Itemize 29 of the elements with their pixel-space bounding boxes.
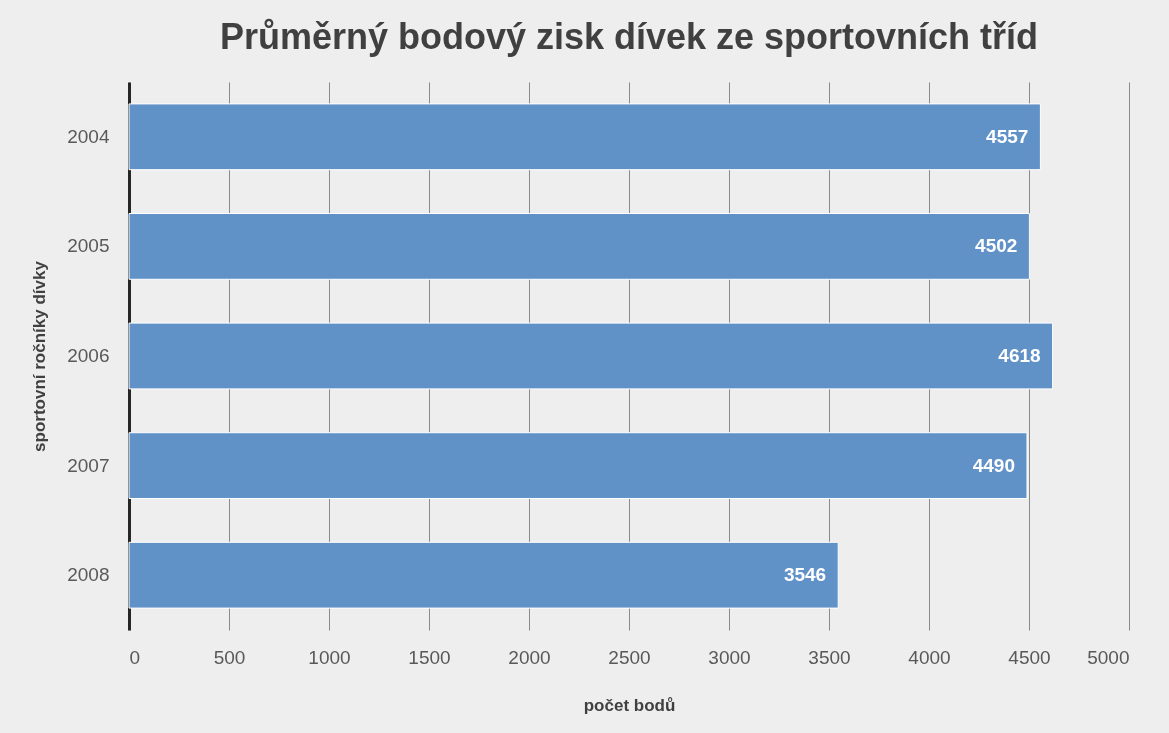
bar [128,322,1054,390]
data-label: 4557 [986,125,1029,147]
bar [128,213,1030,280]
x-tick-label: 4500 [1008,646,1051,668]
x-tick-label: 3500 [808,646,851,668]
data-label: 4618 [998,345,1041,366]
bar [128,541,839,609]
chart-title: Průměrný bodový zisk dívek ze sportovních tříd [219,16,1039,57]
y-tick-label: 2007 [67,454,110,476]
data-label: 4490 [972,454,1015,476]
x-tick-label: 5000 [1087,646,1130,668]
x-tick-label: 4000 [908,646,951,668]
x-tick-label: 1500 [408,646,451,668]
x-axis-title: počet bodů [583,695,676,715]
bar [128,103,1041,171]
y-tick-label: 2005 [67,235,110,257]
y-axis-title: sportovní ročníky dívky [30,260,50,452]
x-tick-label: 3000 [708,646,751,668]
x-tick-label: 2000 [508,646,551,668]
x-tick-label: 2500 [608,646,651,668]
x-tick-label: 0 [129,646,141,668]
x-tick-label: 1000 [308,646,351,668]
y-tick-label: 2006 [67,345,110,366]
bar [128,432,1028,499]
data-label: 4502 [975,235,1018,257]
y-tick-label: 2004 [67,125,110,147]
x-tick-label: 500 [213,646,246,668]
y-tick-label: 2008 [67,564,110,586]
data-label: 3546 [783,564,827,586]
